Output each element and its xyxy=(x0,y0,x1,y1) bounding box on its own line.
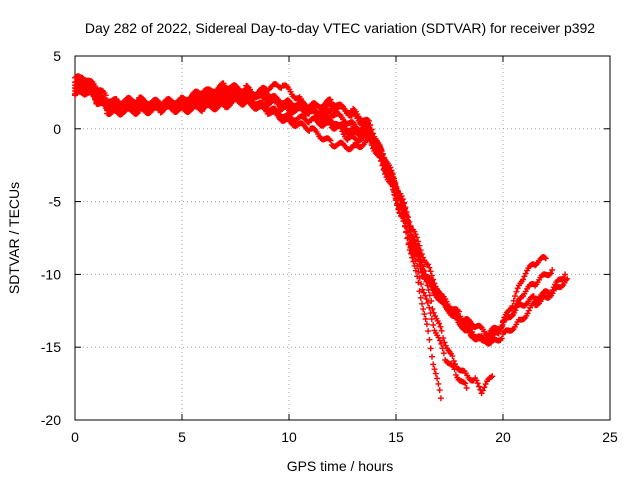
x-tick-label: 15 xyxy=(388,429,404,445)
x-tick-label: 25 xyxy=(602,429,618,445)
x-tick-labels: 0 5 10 15 20 25 xyxy=(71,429,618,445)
y-tick-labels: 5 0 -5 -10 -15 -20 xyxy=(41,48,61,428)
x-tick-label: 0 xyxy=(71,429,79,445)
series-layer xyxy=(72,73,571,402)
y-tick-label: -15 xyxy=(41,339,61,355)
y-tick-label: 5 xyxy=(53,48,61,64)
y-tick-label: -5 xyxy=(49,194,62,210)
series-markers xyxy=(72,85,569,339)
plot-frame xyxy=(74,55,611,421)
x-tick-label: 20 xyxy=(495,429,511,445)
series-trace-7 xyxy=(72,85,569,339)
y-tick-label: -20 xyxy=(41,412,61,428)
y-tick-label: 0 xyxy=(53,121,61,137)
series-trace-6 xyxy=(72,78,571,347)
chart-title: Day 282 of 2022, Sidereal Day-to-day VTE… xyxy=(85,20,595,36)
x-tick-label: 5 xyxy=(178,429,186,445)
y-tick-label: -10 xyxy=(41,266,61,282)
axis-ticks xyxy=(74,55,611,421)
x-axis-label: GPS time / hours xyxy=(287,458,394,474)
series-markers xyxy=(72,78,571,347)
y-axis-label: SDTVAR / TECUs xyxy=(6,182,22,294)
x-tick-label: 10 xyxy=(281,429,297,445)
